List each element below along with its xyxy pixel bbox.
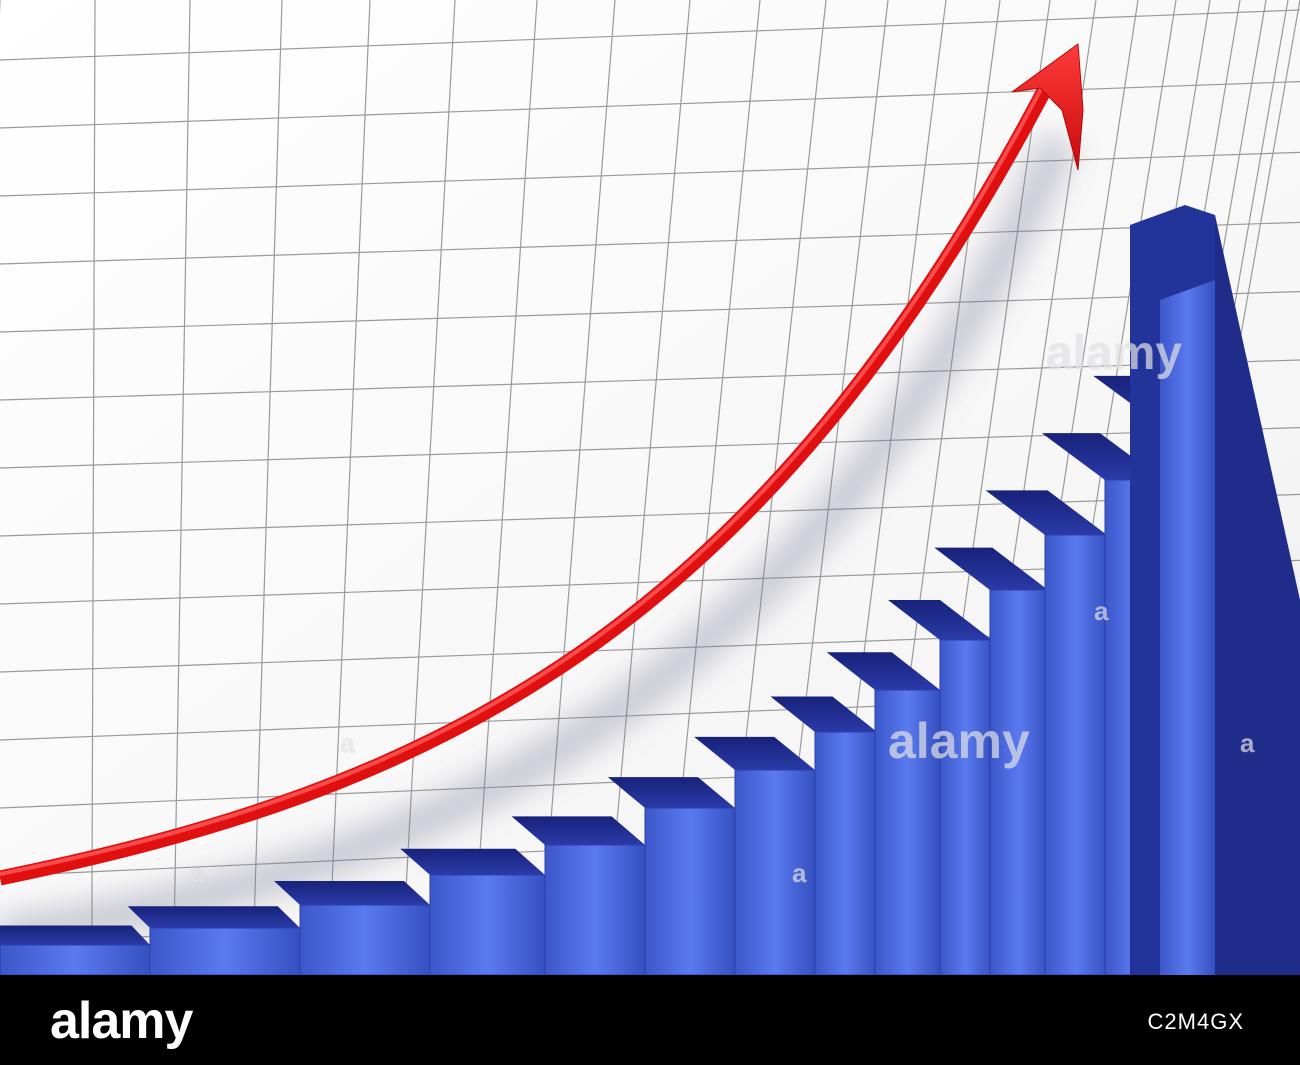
arrow-shadow (0, 131, 1079, 955)
bar-front (1160, 280, 1215, 975)
arrow-highlight (0, 65, 1055, 876)
grid-line-horizontal (0, 493, 1300, 537)
bar-front (429, 874, 546, 975)
bar-side (1215, 215, 1300, 975)
bar-top (0, 925, 150, 945)
grid-line-vertical (172, 0, 191, 975)
bar-group (0, 205, 1300, 975)
watermark-small-a: a (792, 858, 807, 888)
bar-top (400, 848, 545, 875)
footer-logo: alamy (50, 992, 193, 1050)
grid-line-horizontal (0, 81, 1300, 129)
bar-front (734, 769, 816, 975)
arrow-head (1011, 43, 1084, 171)
bar-top (985, 490, 1107, 535)
footer-bar: alamy C2M4GX (0, 975, 1300, 1065)
footer-image-id: C2M4GX (1147, 1009, 1244, 1034)
bar-top (607, 777, 735, 808)
watermark-small-a: a (340, 728, 355, 758)
chart-scene (0, 0, 1300, 975)
bar-top (826, 652, 940, 690)
grid-line-horizontal (0, 221, 1300, 265)
watermark-small-a: a (190, 858, 205, 888)
grid-line-horizontal (0, 151, 1300, 197)
grid-line-horizontal (0, 291, 1300, 333)
bar-front (939, 639, 993, 975)
bar-front (814, 731, 878, 975)
bar-front (644, 807, 736, 975)
bar-top (934, 547, 1048, 590)
bar-top (127, 906, 300, 928)
watermark-center: alamy (888, 713, 1030, 769)
grid-line-vertical (538, 0, 616, 975)
grid-line-horizontal (0, 359, 1300, 401)
bar-top (274, 880, 430, 905)
bar-front (0, 944, 151, 975)
grid-line-vertical (602, 0, 691, 975)
grid-line-vertical (327, 0, 371, 975)
bar-top (770, 696, 877, 732)
watermark-small-a: a (1240, 728, 1255, 758)
arrow-shaft (0, 66, 1062, 886)
grid-line-horizontal (0, 9, 1300, 61)
watermark-upper-right: alamy (1046, 327, 1183, 380)
watermark-small-a: a (1094, 596, 1109, 626)
rising-arrow (0, 43, 1084, 886)
bar-front (544, 844, 646, 975)
bar-front (299, 904, 431, 975)
grid-line-vertical (91, 0, 96, 975)
arrow-shadow-path (0, 131, 1079, 955)
bar-top (888, 599, 992, 640)
bar-front (874, 689, 941, 975)
bar-top (694, 736, 815, 770)
bar-front (989, 589, 1049, 975)
bar-front (149, 927, 301, 975)
bar-top (511, 816, 645, 845)
